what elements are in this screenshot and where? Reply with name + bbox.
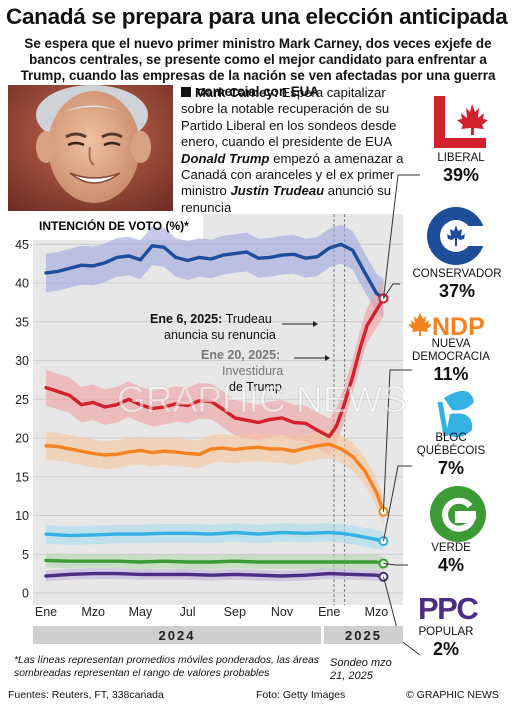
series-line [44,296,386,439]
footnote: *Las líneas representan promedios móvile… [14,655,319,679]
blurb-part3: anunció su renuncia [181,183,392,215]
year-label: 2024 [159,628,196,643]
watermark: GRAPHIC NEWS [117,379,407,420]
series-band [46,224,384,318]
y-tick-label: 35 [15,315,29,329]
connector-line [382,465,412,542]
y-tick-label: 0 [22,587,29,601]
party-bloc: BLOC QUÉBÉCOIS 7% [411,432,491,478]
party-liberal: LIBERAL 39% [411,152,511,185]
annotation-inauguration: Investidura [222,364,283,378]
annotation-inauguration-line3: de Trump [229,380,282,394]
x-tick-label: Sep [224,605,246,619]
year-bar-2024 [33,626,321,644]
connector-line [383,563,408,566]
conservative-c-logo [427,207,488,265]
series-band [46,523,384,551]
y-tick-label: 40 [15,277,29,291]
party-name: NUEVA DEMOCRACIA [412,338,490,363]
y-tick-label: 45 [15,238,29,252]
blurb-part2: empezó a amenazar a Canadá con aranceles… [181,150,404,199]
x-tick-label: Nov [271,605,294,619]
party-name: VERDE [431,542,471,554]
series-line [44,442,386,514]
year-bar-2025 [324,626,403,644]
blurb-trudeau: Justin Trudeau [230,183,325,199]
y-tick-label: 20 [15,432,29,446]
annotation-trudeau-line2: anuncia su renuncia [164,328,276,342]
photo-credit: Foto: Getty Images [256,689,346,701]
y-tick-label: 15 [15,470,29,484]
x-tick-label: Mzo [365,605,389,619]
party-pct: 39% [442,165,480,185]
party-ndp: NUEVA DEMOCRACIA 11% [411,338,491,384]
blurb-part1: Espera capitalizar sobre la notable recu… [181,85,397,150]
connector-line [383,283,400,299]
series-line [44,558,386,566]
party-conservative: CONSERVADOR 37% [407,268,507,301]
series-band [46,280,384,455]
carney-blurb: Mark Carney: Espera capitalizar sobre la… [181,85,416,216]
y-tick-label: 10 [15,509,29,523]
party-name: CONSERVADOR [412,268,502,280]
title-box [33,214,203,240]
ndp-logo-text: NDP [432,313,485,341]
liberal-maple-leaf-logo [434,96,488,148]
party-pct: 2% [432,639,459,659]
arrowhead-icon [325,355,330,361]
party-name: POPULAR [418,626,474,638]
blurb-trump: Donald Trump [181,150,270,166]
annotation-inauguration-date: Ene 20, 2025: [201,348,280,362]
arrowhead-icon [313,321,318,327]
series-line [44,530,386,543]
party-pct: 4% [437,555,464,575]
poll-date-note: Sondeo mzo 21, 2025 [330,657,392,682]
bloc-logo [437,390,474,438]
y-tick-label: 5 [22,548,29,562]
portrait-photo [8,85,173,211]
y-tick-label: 25 [15,393,29,407]
chart-title: INTENCIÓN DE VOTO (%)* [39,218,189,233]
party-pct: 37% [438,281,476,301]
year-label: 2025 [345,628,382,643]
ppc-logo: PPC [418,591,480,626]
x-tick-label: Jul [180,605,196,619]
party-pct: 7% [437,458,464,478]
party-ppc: POPULAR 2% [411,626,481,659]
subheadline: Se espera que el nuevo primer ministro M… [20,36,496,99]
credit: © GRAPHIC NEWS [406,689,499,701]
chart-bands [46,224,384,583]
series-line [44,242,386,301]
headline: Canadá se prepara para una elección anti… [6,4,508,29]
ndp-logo: NDP [408,313,485,341]
party-name: LIBERAL [437,152,485,164]
x-tick-label: Ene [318,605,340,619]
connector-line [382,369,412,512]
x-tick-label: May [129,605,153,619]
series-line [44,571,386,579]
sources: Fuentes: Reuters, FT, 338canada [8,689,164,701]
party-name: BLOC QUÉBÉCOIS [416,432,486,457]
x-tick-label: Ene [35,605,57,619]
ppc-logo-text: PPC [418,591,478,626]
party-green: VERDE 4% [411,542,491,575]
party-pct: 11% [433,364,469,384]
blurb-name: Mark Carney: [195,85,278,100]
series-band [46,430,384,526]
x-tick-label: Mzo [81,605,105,619]
chart-annotations: Ene 6, 2025: Trudeau anuncia su renuncia E… [150,312,330,394]
connector-line [382,174,420,299]
bullet-square-icon [181,87,191,97]
green-g-logo [430,486,486,542]
y-tick-label: 30 [15,354,29,368]
annotation-trudeau: Ene 6, 2025: Trudeau [150,312,272,326]
